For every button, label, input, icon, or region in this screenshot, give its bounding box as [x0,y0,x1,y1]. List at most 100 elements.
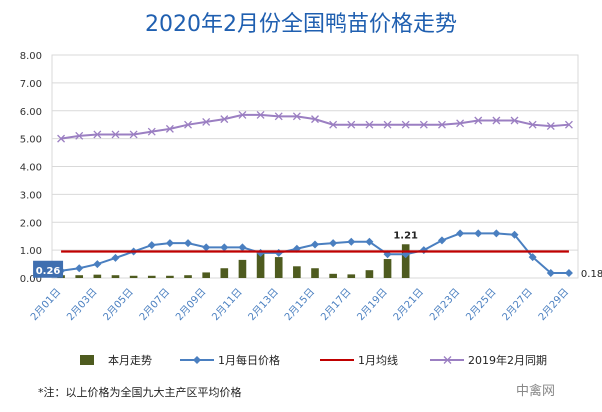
data-point [437,236,446,245]
bar [383,259,392,278]
data-point [383,120,392,129]
annotation-box [33,260,64,278]
bar [111,275,120,278]
data-point [202,243,211,252]
data-point [147,127,156,136]
y-tick-label: 7.00 [20,79,42,90]
bar [129,275,138,278]
legend-label: 2019年2月同期 [468,353,547,367]
data-point [474,116,483,125]
bar [166,275,174,278]
data-point [419,120,428,129]
bar [256,252,265,278]
x-tick-label: 2月23日 [427,286,462,323]
data-point [564,268,573,277]
data-point [528,120,537,129]
data-point [165,239,174,248]
data-point [111,130,120,139]
y-tick-label: 6.00 [20,107,42,118]
legend-marker [193,356,201,364]
bar [202,272,210,278]
data-point [147,241,156,250]
data-point [329,120,338,129]
x-tick-label: 2月17日 [318,286,353,323]
data-point [129,130,138,139]
data-point [220,115,229,124]
legend-label: 本月走势 [108,353,152,367]
data-point [365,237,374,246]
bar [311,268,319,278]
data-point [510,116,519,125]
x-tick-label: 2月09日 [173,286,208,323]
x-tick-label: 2月21日 [391,286,426,323]
data-label: 1.21 [393,230,418,241]
data-point [93,260,102,269]
data-point [528,253,537,262]
x-tick-label: 2月29日 [536,286,571,323]
bar [293,266,301,278]
data-point [546,268,555,277]
data-point [238,110,247,119]
legend-label: 1月均线 [358,353,398,367]
data-point [93,130,102,139]
x-tick-label: 2月05日 [101,286,136,323]
x-tick-label: 2月25日 [464,286,499,323]
data-point [456,229,465,238]
legend-swatch [80,355,94,365]
data-point [365,120,374,129]
bar [147,275,156,278]
legend-label: 1月每日价格 [218,353,280,367]
data-point [456,119,465,128]
x-tick-label: 2月27日 [500,286,535,323]
data-point [347,120,356,129]
bar [93,274,102,278]
x-tick-label: 2月07日 [137,286,172,323]
data-point [274,112,283,121]
y-tick-label: 8.00 [20,51,42,62]
data-point [564,120,573,129]
data-label: 0.26 [36,266,61,277]
bar [220,268,229,278]
data-point [256,110,265,119]
x-tick-label: 2月13日 [246,286,281,323]
y-tick-label: 5.00 [20,135,42,146]
x-tick-label: 2月15日 [282,286,317,323]
data-point [75,264,84,273]
data-point [419,246,428,255]
data-point [75,131,84,140]
data-point [474,229,483,238]
bar [365,270,374,278]
data-point [220,243,229,252]
data-point [311,115,319,124]
y-tick-label: 1.00 [20,246,42,257]
y-tick-label: 3.00 [20,190,42,201]
y-tick-label: 2.00 [20,218,42,229]
bar [75,275,84,278]
data-point [492,229,501,238]
data-label: 0.18 [581,269,602,280]
x-tick-label: 2月01日 [28,286,63,323]
bar [184,275,192,278]
data-point [329,239,338,248]
x-tick-label: 2月19日 [355,286,390,323]
series-line [60,232,569,274]
bar [274,257,283,278]
bar [238,259,247,278]
data-point [546,122,555,131]
data-point [438,120,446,129]
data-point [111,253,120,262]
data-point [292,112,301,121]
data-point [510,230,519,239]
chart-title: 2020年2月份全国鸭苗价格走势 [145,12,457,37]
data-point [492,116,501,125]
watermark: 中禽网 [516,384,556,399]
bar [401,244,410,278]
bar [347,274,356,278]
legend-marker [443,356,452,364]
y-tick-label: 4.00 [20,163,42,174]
data-point [311,240,319,249]
data-point [238,243,247,252]
x-tick-label: 2月11日 [210,286,245,323]
data-point [401,120,410,129]
